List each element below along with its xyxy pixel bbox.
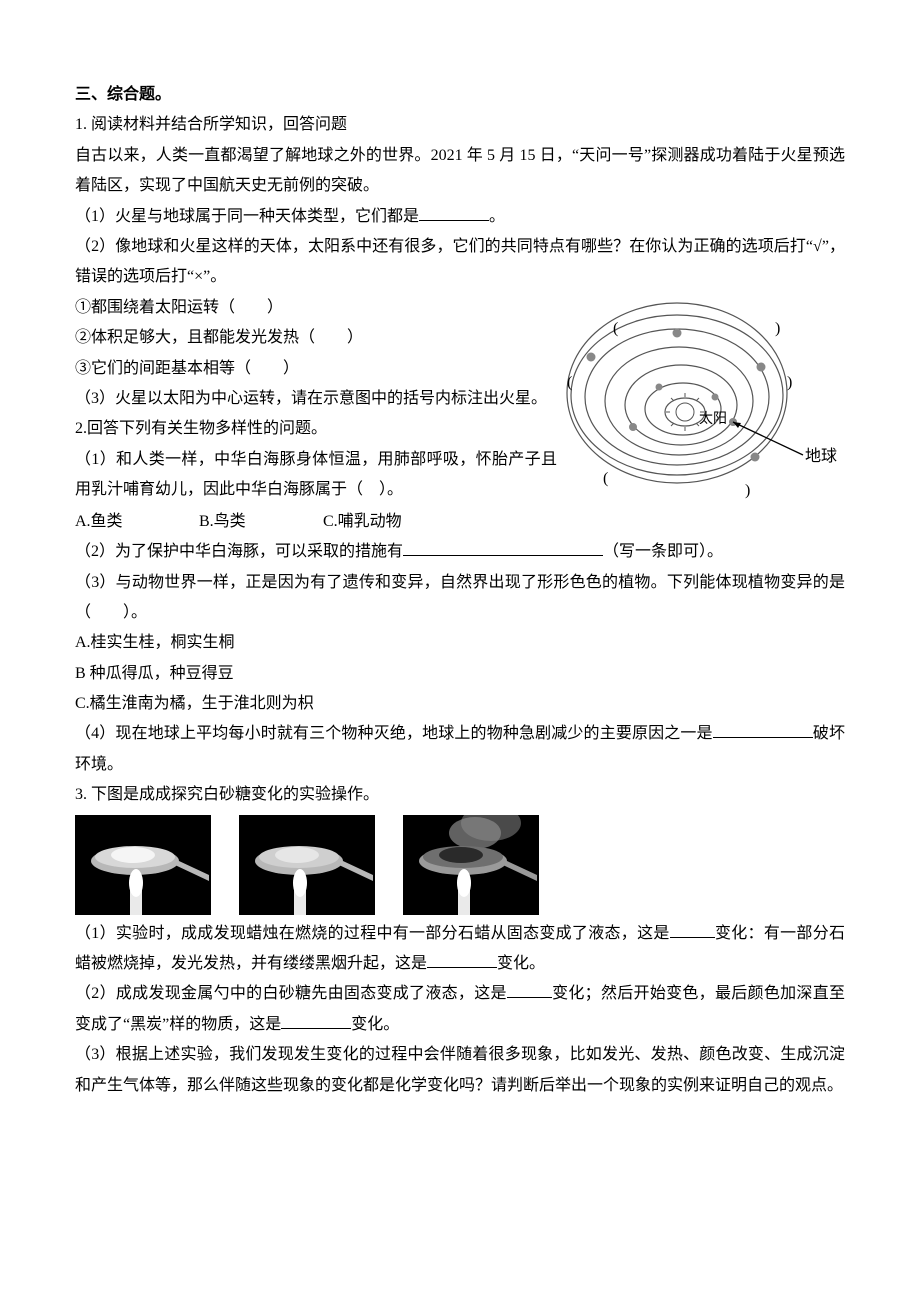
q3-blank1a[interactable] (670, 921, 715, 938)
svg-text:(: ( (603, 470, 608, 487)
q2-options: A.鱼类 B.鸟类 C.哺乳动物 (75, 507, 845, 537)
q2-p3c: C.橘生淮南为橘，生于淮北则为枳 (75, 689, 845, 719)
exp-image-2 (239, 815, 375, 915)
page: 三、综合题。 1. 阅读材料并结合所学知识，回答问题 自古以来，人类一直都渴望了… (0, 0, 920, 1302)
q2-part4: （4）现在地球上平均每小时就有三个物种灭绝，地球上的物种急剧减少的主要原因之一是… (75, 719, 845, 780)
q2-p3a: A.桂实生桂，桐实生桐 (75, 628, 845, 658)
svg-text:): ) (787, 374, 792, 391)
q1-part1: （1）火星与地球属于同一种天体类型，它们都是 。 (75, 202, 845, 232)
svg-text:): ) (775, 320, 780, 337)
q2-part2: （2）为了保护中华白海豚，可以采取的措施有 （写一条即可）。 (75, 537, 845, 567)
q2-blank2[interactable] (403, 539, 603, 556)
q3-blank1b[interactable] (427, 951, 497, 968)
q2-p2a: （2）为了保护中华白海豚，可以采取的措施有 (75, 543, 403, 560)
q1-p1b: 。 (489, 208, 505, 225)
q1-intro: 自古以来，人类一直都渴望了解地球之外的世界。2021 年 5 月 15 日，“天… (75, 141, 845, 202)
q3-stem: 3. 下图是成成探究白砂糖变化的实验操作。 (75, 780, 845, 810)
q2-p4a: （4）现在地球上平均每小时就有三个物种灭绝，地球上的物种急剧减少的主要原因之一是 (75, 725, 713, 742)
q3-part1: （1）实验时，成成发现蜡烛在燃烧的过程中有一部分石蜡从固态变成了液态，这是变化：… (75, 919, 845, 980)
content: 1. 阅读材料并结合所学知识，回答问题 自古以来，人类一直都渴望了解地球之外的世… (75, 110, 845, 1101)
experiment-images (75, 815, 845, 915)
svg-text:(: ( (567, 374, 572, 391)
q1-part2: （2）像地球和火星这样的天体，太阳系中还有很多，它们的共同特点有哪些？在你认为正… (75, 232, 845, 293)
exp-image-3 (403, 815, 539, 915)
section-heading: 三、综合题。 (75, 80, 845, 110)
q2-opt-c[interactable]: C.哺乳动物 (323, 507, 402, 537)
svg-text:(: ( (613, 320, 618, 337)
svg-text:): ) (745, 482, 750, 499)
solar-system-diagram: 太阳 ( ) ( ) ( ) 地球 (565, 297, 845, 507)
q3-blank2a[interactable] (507, 981, 552, 998)
q3-part2: （2）成成发现金属勺中的白砂糖先由固态变成了液态，这是变化；然后开始变色，最后颜… (75, 979, 845, 1040)
q2-opt-b[interactable]: B.鸟类 (199, 507, 319, 537)
q1-blank1[interactable] (419, 204, 489, 221)
exp-image-1 (75, 815, 211, 915)
q3-p2a: （2）成成发现金属勺中的白砂糖先由固态变成了液态，这是 (75, 985, 507, 1002)
q3-p2c: 变化。 (351, 1016, 399, 1033)
q3-part3: （3）根据上述实验，我们发现发生变化的过程中会伴随着很多现象，比如发光、发热、颜… (75, 1040, 845, 1101)
q3-blank2b[interactable] (281, 1012, 351, 1029)
q2-p3b: B 种瓜得瓜，种豆得豆 (75, 659, 845, 689)
q3-p1c: 变化。 (497, 955, 545, 972)
earth-label: 地球 (805, 447, 837, 465)
q2-p2b: （写一条即可）。 (603, 543, 723, 560)
q2-blank4[interactable] (713, 721, 813, 738)
q1-stem: 1. 阅读材料并结合所学知识，回答问题 (75, 110, 845, 140)
q3-p1a: （1）实验时，成成发现蜡烛在燃烧的过程中有一部分石蜡从固态变成了液态，这是 (75, 925, 670, 942)
sun-label: 太阳 (699, 411, 727, 427)
q2-opt-a[interactable]: A.鱼类 (75, 507, 195, 537)
q2-part3: （3）与动物世界一样，正是因为有了遗传和变异，自然界出现了形形色色的植物。下列能… (75, 568, 845, 629)
q1-p1a: （1）火星与地球属于同一种天体类型，它们都是 (75, 208, 419, 225)
